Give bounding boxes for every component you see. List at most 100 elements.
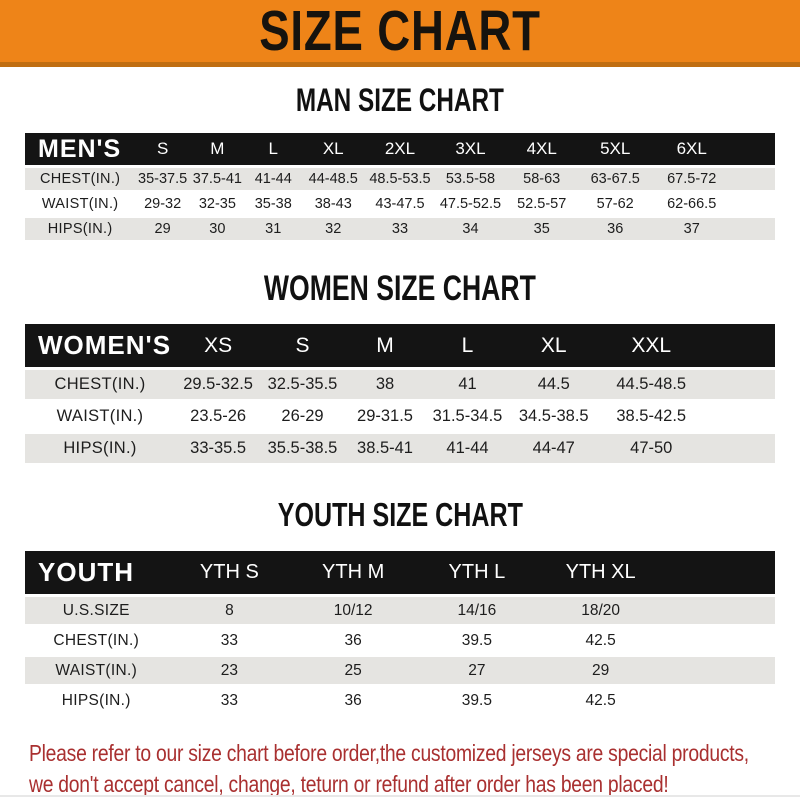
measurement-row: HIPS(IN.) 29 30 31 32 33 34 35 36 37 bbox=[25, 218, 775, 240]
men-corner-label: MEN'S bbox=[38, 134, 122, 163]
measurement-value-cell: 38-43 bbox=[314, 196, 352, 212]
measurement-value-cell: 42.5 bbox=[585, 631, 616, 649]
measurement-row-label: HIPS(IN.) bbox=[63, 439, 137, 457]
measurement-row: WAIST(IN.) 23 25 27 29 bbox=[25, 657, 775, 684]
measurement-value-cell: 30 bbox=[209, 221, 226, 237]
measurement-value-cell: 31.5-34.5 bbox=[432, 407, 503, 425]
measurement-value-cell: 29-32 bbox=[144, 196, 182, 212]
measurement-value-cell: 52.5-57 bbox=[517, 196, 567, 212]
measurement-value-cell: 32-35 bbox=[198, 196, 236, 212]
measurement-value-cell: 42.5 bbox=[585, 691, 616, 709]
measurement-value-cell: 35 bbox=[533, 221, 550, 237]
measurement-value-cell: 35-37.5 bbox=[138, 171, 188, 187]
women-corner-label: WOMEN'S bbox=[38, 330, 172, 360]
measurement-value-cell: 39.5 bbox=[461, 631, 492, 649]
size-column-header: XXL bbox=[631, 333, 672, 357]
men-section-heading: MAN SIZE CHART bbox=[0, 82, 800, 119]
measurement-value-cell: 8 bbox=[225, 601, 234, 619]
size-column-header: 4XL bbox=[526, 139, 557, 158]
measurement-row-label: HIPS(IN.) bbox=[61, 691, 131, 709]
measurement-row: WAIST(IN.) 23.5-26 26-29 29-31.5 31.5-34.5 34… bbox=[25, 402, 775, 431]
measurement-row: HIPS(IN.) 33 36 39.5 42.5 bbox=[25, 687, 775, 714]
size-column-header: 2XL bbox=[384, 139, 416, 158]
measurement-value-cell: 33-35.5 bbox=[190, 439, 247, 457]
charts-container: MAN SIZE CHART MEN'S S M L XL 2XL 3XL 4XL 5XL 6XL… bbox=[0, 82, 800, 717]
measurement-value-cell: 41-44 bbox=[254, 171, 292, 187]
measurement-value-cell: 29 bbox=[592, 661, 610, 679]
section-women: WOMEN SIZE CHART WOMEN'S XS S M L XL XXL CHEST(… bbox=[0, 269, 800, 466]
measurement-row-label: WAIST(IN.) bbox=[55, 661, 138, 679]
measurement-value-cell: 37 bbox=[683, 221, 700, 237]
measurement-value-cell: 62-66.5 bbox=[667, 196, 717, 212]
size-column-header: L bbox=[461, 333, 474, 357]
size-column-header: YTH M bbox=[322, 561, 385, 583]
row-filler-cell bbox=[731, 168, 775, 190]
measurement-value-cell: 32.5-35.5 bbox=[267, 375, 338, 393]
measurement-value-cell: 23.5-26 bbox=[190, 407, 247, 425]
size-column-header: S bbox=[295, 333, 310, 357]
row-filler-cell bbox=[731, 193, 775, 215]
bottom-divider bbox=[0, 795, 800, 797]
measurement-row: U.S.SIZE 8 10/12 14/16 18/20 bbox=[25, 597, 775, 624]
measurement-row: WAIST(IN.) 29-32 32-35 35-38 38-43 43-47.5 47.… bbox=[25, 193, 775, 215]
row-filler-cell bbox=[663, 627, 776, 654]
size-column-header: 6XL bbox=[676, 139, 707, 158]
youth-section-heading: YOUTH SIZE CHART bbox=[0, 496, 800, 534]
section-men: MAN SIZE CHART MEN'S S M L XL 2XL 3XL 4XL 5XL 6XL… bbox=[0, 82, 800, 243]
header-filler-cell bbox=[663, 551, 776, 594]
header-filler-cell bbox=[704, 324, 775, 367]
section-youth: YOUTH SIZE CHART YOUTH YTH S YTH M YTH L YTH… bbox=[0, 496, 800, 717]
size-chart-banner: SIZE CHART bbox=[0, 0, 800, 67]
measurement-value-cell: 23 bbox=[220, 661, 238, 679]
measurement-value-cell: 33 bbox=[220, 691, 238, 709]
measurement-value-cell: 44.5 bbox=[537, 375, 570, 393]
disclaimer-line-2: we don't accept cancel, change, teturn o… bbox=[29, 771, 669, 797]
measurement-value-cell: 38.5-41 bbox=[357, 439, 413, 457]
measurement-row-label: WAIST(IN.) bbox=[41, 196, 119, 212]
measurement-value-cell: 10/12 bbox=[333, 601, 373, 619]
measurement-value-cell: 35.5-38.5 bbox=[267, 439, 338, 457]
women-section-heading: WOMEN SIZE CHART bbox=[0, 269, 800, 309]
measurement-value-cell: 43-47.5 bbox=[375, 196, 425, 212]
disclaimer-line-1: Please refer to our size chart before or… bbox=[29, 740, 749, 766]
measurement-value-cell: 44-47 bbox=[532, 439, 575, 457]
measurement-value-cell: 26-29 bbox=[281, 407, 324, 425]
row-filler-cell bbox=[704, 434, 775, 463]
measurement-value-cell: 35-38 bbox=[254, 196, 292, 212]
measurement-value-cell: 36 bbox=[344, 691, 362, 709]
size-column-header: XL bbox=[322, 139, 344, 158]
measurement-row: HIPS(IN.) 33-35.5 35.5-38.5 38.5-41 41-44 44-… bbox=[25, 434, 775, 463]
size-header-row: MEN'S S M L XL 2XL 3XL 4XL 5XL 6XL bbox=[25, 133, 775, 165]
measurement-value-cell: 41-44 bbox=[446, 439, 489, 457]
size-column-header: XS bbox=[204, 333, 233, 357]
row-filler-cell bbox=[704, 402, 775, 431]
measurement-value-cell: 47-50 bbox=[630, 439, 673, 457]
measurement-value-cell: 25 bbox=[344, 661, 362, 679]
measurement-value-cell: 36 bbox=[344, 631, 362, 649]
size-column-header: M bbox=[376, 333, 394, 357]
row-filler-cell bbox=[663, 597, 776, 624]
measurement-value-cell: 32 bbox=[325, 221, 342, 237]
row-filler-cell bbox=[731, 218, 775, 240]
measurement-value-cell: 34 bbox=[462, 221, 479, 237]
size-column-header: 3XL bbox=[455, 139, 486, 158]
measurement-row-label: U.S.SIZE bbox=[62, 601, 130, 619]
measurement-value-cell: 37.5-41 bbox=[192, 171, 242, 187]
measurement-value-cell: 48.5-53.5 bbox=[369, 171, 431, 187]
row-filler-cell bbox=[663, 657, 776, 684]
size-column-header: 5XL bbox=[600, 139, 631, 158]
women-section-heading-text: WOMEN SIZE CHART bbox=[264, 269, 536, 308]
men-size-table: MEN'S S M L XL 2XL 3XL 4XL 5XL 6XL CHEST(IN.) 35-37… bbox=[25, 130, 775, 243]
measurement-row-label: HIPS(IN.) bbox=[47, 221, 113, 237]
measurement-value-cell: 44-48.5 bbox=[308, 171, 358, 187]
size-header-row: YOUTH YTH S YTH M YTH L YTH XL bbox=[25, 551, 775, 594]
header-filler-cell bbox=[731, 133, 775, 165]
measurement-value-cell: 67.5-72 bbox=[667, 171, 717, 187]
size-column-header: YTH L bbox=[448, 561, 506, 583]
measurement-value-cell: 29 bbox=[154, 221, 171, 237]
youth-corner-label: YOUTH bbox=[38, 557, 134, 587]
measurement-value-cell: 29.5-32.5 bbox=[183, 375, 253, 393]
measurement-value-cell: 36 bbox=[607, 221, 624, 237]
size-column-header: M bbox=[210, 139, 225, 158]
